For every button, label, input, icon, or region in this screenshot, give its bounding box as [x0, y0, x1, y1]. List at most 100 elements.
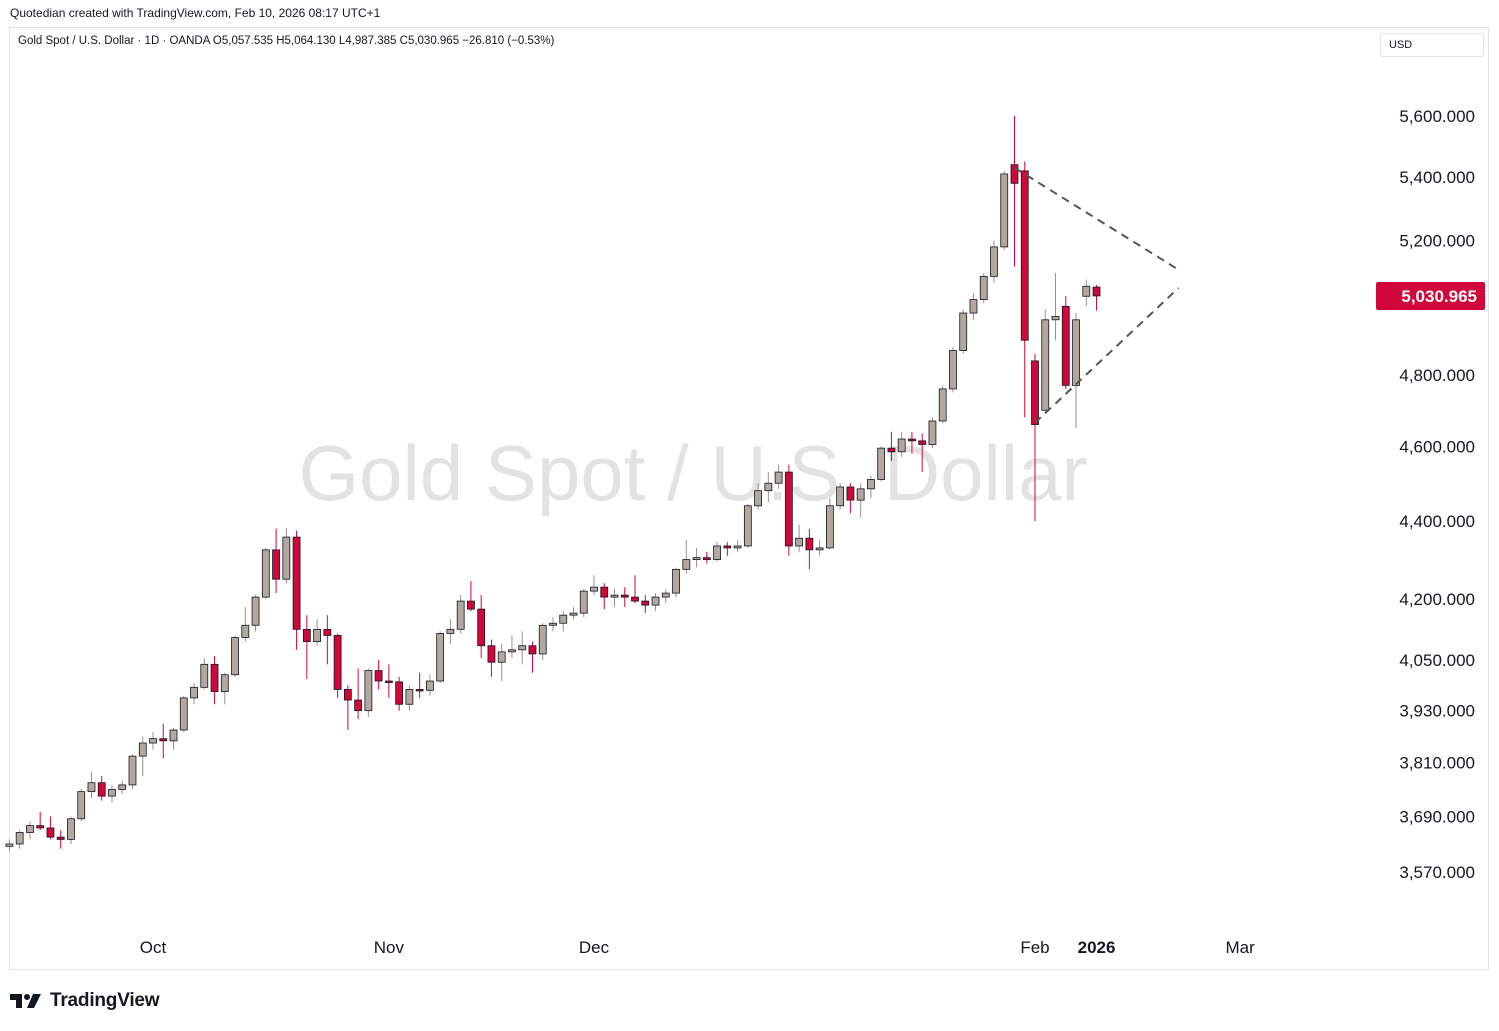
candle-body	[118, 784, 127, 790]
candle-body	[569, 612, 578, 616]
candle-body	[67, 818, 75, 840]
candle-body	[415, 689, 424, 692]
candle-body	[364, 670, 373, 712]
candle-body	[467, 600, 475, 610]
candle-body	[959, 312, 968, 351]
candle-body	[313, 628, 321, 643]
candle-up	[456, 595, 465, 634]
candle-body	[774, 471, 783, 484]
candle-body	[354, 699, 363, 712]
candle-down	[487, 639, 496, 677]
candle-body	[754, 490, 762, 507]
candle-up	[569, 607, 578, 620]
candle-body	[426, 680, 434, 691]
candle-up	[405, 685, 414, 711]
price-axis[interactable]: 3,570.000 3,690.000 3,810.000 3,930.000 4,05…	[1399, 107, 1475, 882]
trendline[interactable]	[1013, 166, 1180, 271]
candle-body	[292, 536, 301, 630]
currency-selector[interactable]: USD	[1380, 33, 1484, 57]
candle-body	[87, 782, 96, 793]
time-axis[interactable]: Oct Nov Dec 2026 Feb Mar	[140, 938, 1255, 957]
candle-up	[108, 784, 116, 803]
last-price-badge: 5,030.965	[1376, 281, 1485, 310]
candle-body	[836, 486, 845, 507]
candle-up	[682, 540, 691, 574]
candle-body	[487, 645, 496, 663]
candle-body	[713, 545, 721, 560]
tradingview-logo[interactable]: TradingView	[10, 990, 160, 1012]
candle-up	[149, 732, 157, 750]
candle-up	[764, 472, 773, 502]
candle-body	[579, 590, 588, 614]
candle-up	[436, 631, 445, 684]
candle-down	[302, 615, 311, 679]
y-tick-label: 3,930.000	[1399, 702, 1475, 721]
candle-body	[661, 592, 670, 598]
candle-down	[384, 664, 393, 698]
candle-down	[918, 433, 927, 473]
y-tick-label: 5,600.000	[1399, 107, 1475, 126]
candle-down	[395, 676, 404, 711]
candle-up	[990, 240, 998, 283]
candle-down	[1031, 353, 1039, 521]
candle-down	[36, 811, 45, 831]
candle-up	[836, 483, 845, 510]
candle-up	[877, 446, 886, 482]
candle-up	[549, 617, 557, 632]
candle-down	[46, 816, 55, 840]
candle-body	[508, 649, 516, 653]
candle-body	[815, 547, 824, 551]
candle-body	[908, 438, 916, 442]
candle-down	[477, 595, 486, 659]
candle-down	[415, 672, 424, 698]
y-tick-label: 5,400.000	[1399, 168, 1475, 187]
y-tick-label: 3,570.000	[1399, 863, 1475, 882]
candle-body	[990, 246, 998, 277]
candle-down	[467, 581, 475, 612]
candle-body	[272, 549, 280, 580]
candle-body	[549, 622, 557, 626]
candle-body	[764, 482, 773, 492]
candle-up	[1051, 273, 1060, 341]
symbol-legend[interactable]: Gold Spot / U.S. Dollar · 1D · OANDA O5,…	[18, 35, 555, 47]
candle-up	[118, 780, 127, 794]
candle-body	[138, 742, 147, 757]
candle-up	[733, 540, 742, 552]
candle-body	[384, 680, 393, 683]
candle-up	[497, 643, 506, 682]
candle-up	[661, 589, 670, 604]
candle-up	[251, 595, 260, 632]
candle-down	[846, 483, 855, 514]
candle-body	[1072, 319, 1080, 386]
candle-up	[261, 547, 270, 600]
candle-body	[1031, 360, 1039, 425]
candle-body	[887, 447, 896, 453]
candle-up	[87, 771, 96, 799]
candle-up	[1072, 313, 1080, 429]
candle-up	[825, 498, 834, 550]
candle-body	[600, 586, 609, 598]
candle-body	[918, 440, 927, 445]
candle-up	[692, 547, 701, 568]
y-tick-label: 3,690.000	[1399, 807, 1475, 826]
trendline[interactable]	[1034, 287, 1180, 424]
candle-down	[631, 575, 639, 604]
chart-frame	[9, 27, 1489, 970]
candle-body	[620, 594, 629, 598]
x-tick-label: Mar	[1225, 938, 1255, 957]
candle-body	[128, 755, 137, 786]
candle-up	[1000, 170, 1009, 251]
candle-body	[446, 628, 455, 634]
triangle-trendlines[interactable]	[1013, 166, 1180, 424]
candle-up	[959, 309, 968, 354]
candle-body	[149, 738, 157, 744]
candle-body	[672, 568, 680, 594]
candle-up	[15, 830, 24, 849]
candle-down	[1061, 296, 1070, 389]
candle-up	[897, 431, 906, 458]
candle-up	[138, 736, 147, 777]
candle-body	[1041, 319, 1050, 411]
candle-body	[528, 645, 537, 655]
candle-up	[949, 347, 957, 393]
